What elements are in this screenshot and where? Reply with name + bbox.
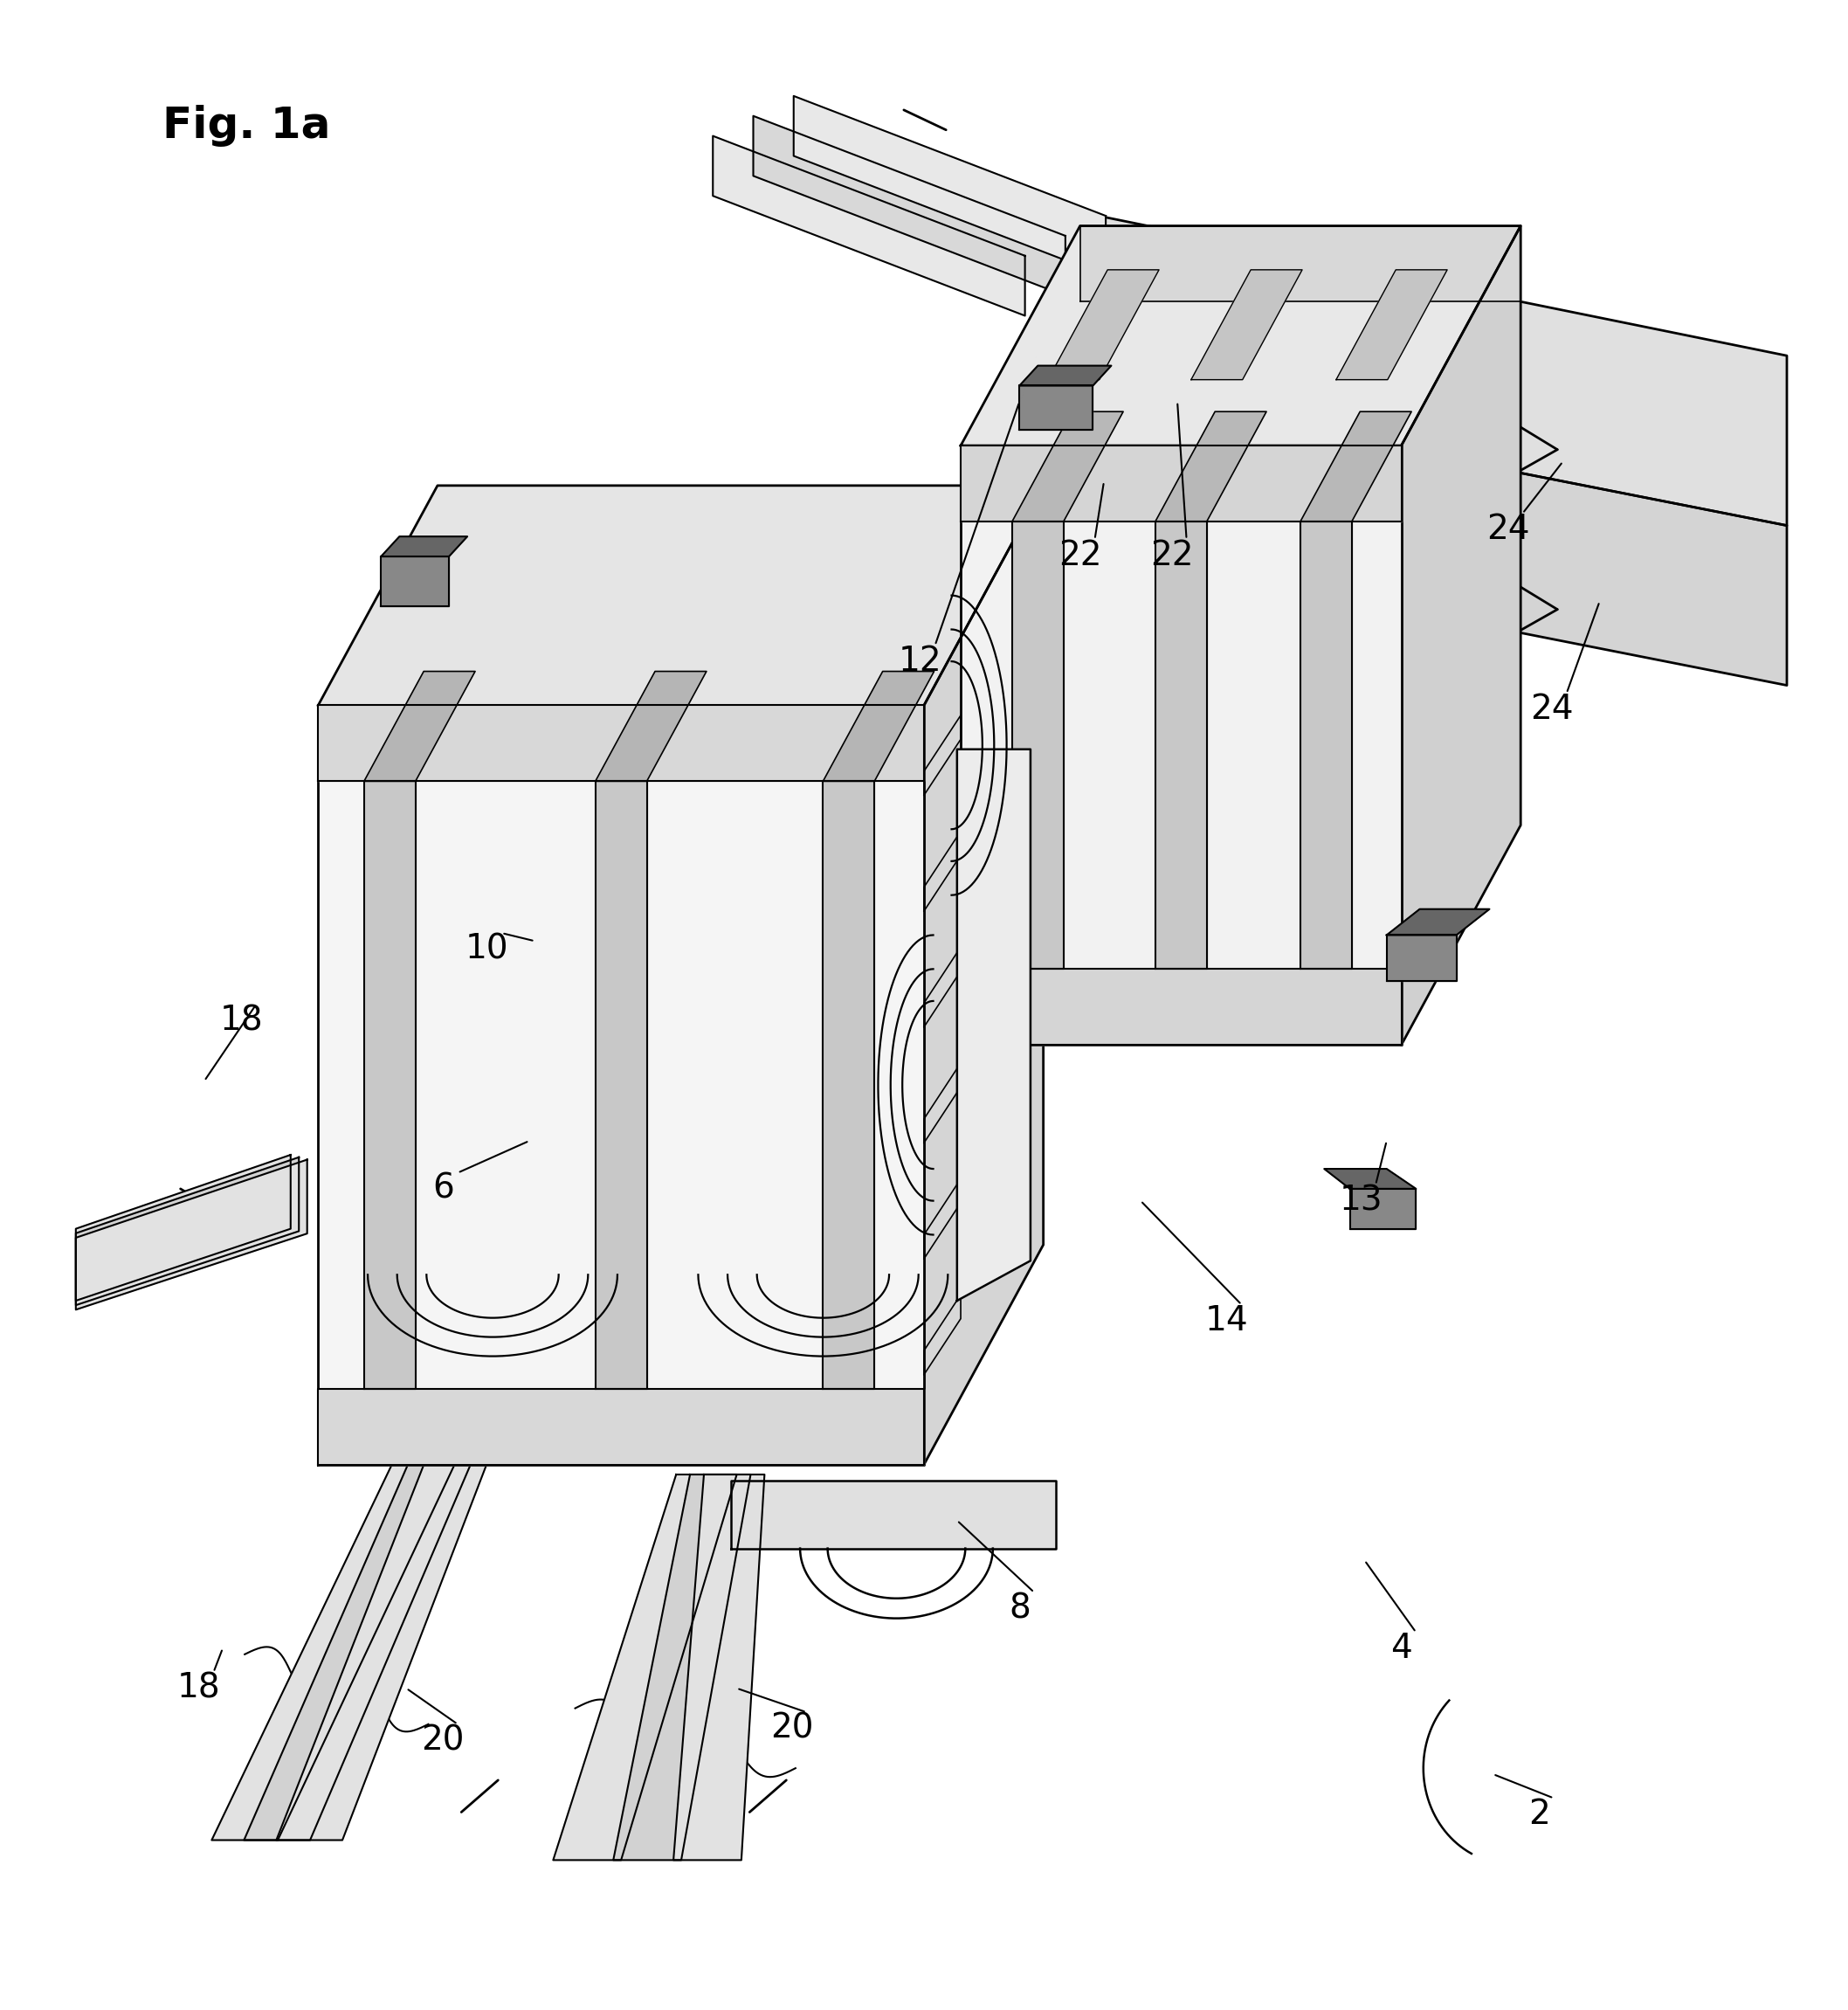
Polygon shape [364,671,475,782]
Text: 6: 6 [432,1172,455,1206]
Polygon shape [961,969,1401,1045]
Polygon shape [822,671,933,782]
Polygon shape [961,446,1401,521]
Polygon shape [1155,521,1207,969]
Polygon shape [1048,269,1159,380]
Polygon shape [1020,386,1092,430]
Polygon shape [961,225,1521,446]
Text: 2: 2 [1528,1797,1550,1831]
Polygon shape [381,557,449,607]
Polygon shape [595,671,706,782]
Text: 14: 14 [1205,1304,1249,1337]
Polygon shape [924,832,961,911]
Text: 24: 24 [1530,693,1573,726]
Text: 22: 22 [1149,539,1194,573]
Polygon shape [318,706,924,782]
Polygon shape [1401,225,1521,1045]
Text: 18: 18 [220,1005,262,1037]
Polygon shape [924,1063,961,1144]
Text: 4: 4 [1390,1632,1412,1664]
Polygon shape [318,1389,924,1465]
Text: 8: 8 [1009,1592,1031,1624]
Polygon shape [713,137,1026,316]
Text: 20: 20 [421,1725,464,1757]
Polygon shape [673,1475,765,1859]
Text: Fig. 1a: Fig. 1a [163,105,331,147]
Polygon shape [553,1475,737,1859]
Polygon shape [381,537,468,557]
Polygon shape [1098,215,1787,525]
Text: 13: 13 [1340,1184,1382,1218]
Polygon shape [924,947,961,1027]
Polygon shape [1386,935,1456,981]
Polygon shape [76,1158,299,1304]
Text: 22: 22 [1059,539,1101,573]
Text: 18: 18 [177,1672,220,1704]
Polygon shape [732,1481,1057,1548]
Polygon shape [924,716,961,796]
Text: 20: 20 [771,1713,813,1745]
Polygon shape [1079,225,1521,302]
Polygon shape [1386,909,1489,935]
Polygon shape [754,117,1064,295]
Polygon shape [1301,521,1351,969]
Polygon shape [924,1178,961,1258]
Polygon shape [1155,412,1266,521]
Polygon shape [76,1156,290,1300]
Polygon shape [1349,1188,1416,1228]
Polygon shape [1301,412,1412,521]
Polygon shape [614,1475,750,1859]
Text: 10: 10 [466,933,508,965]
Text: 12: 12 [898,645,942,677]
Polygon shape [1020,366,1111,386]
Polygon shape [1192,269,1303,380]
Polygon shape [595,782,647,1389]
Polygon shape [1013,521,1064,969]
Polygon shape [1013,412,1124,521]
Polygon shape [924,486,1044,1465]
Polygon shape [318,706,924,1465]
Polygon shape [957,750,1031,1300]
Polygon shape [318,486,1044,706]
Polygon shape [1325,1170,1416,1188]
Text: 24: 24 [1486,513,1530,547]
Polygon shape [1336,269,1447,380]
Polygon shape [961,446,1401,1045]
Polygon shape [822,782,874,1389]
Polygon shape [793,96,1105,275]
Polygon shape [1098,390,1787,685]
Polygon shape [213,1435,469,1839]
Polygon shape [364,782,416,1389]
Polygon shape [277,1435,499,1839]
Polygon shape [76,1160,307,1311]
Polygon shape [924,1294,961,1375]
Polygon shape [244,1435,484,1839]
